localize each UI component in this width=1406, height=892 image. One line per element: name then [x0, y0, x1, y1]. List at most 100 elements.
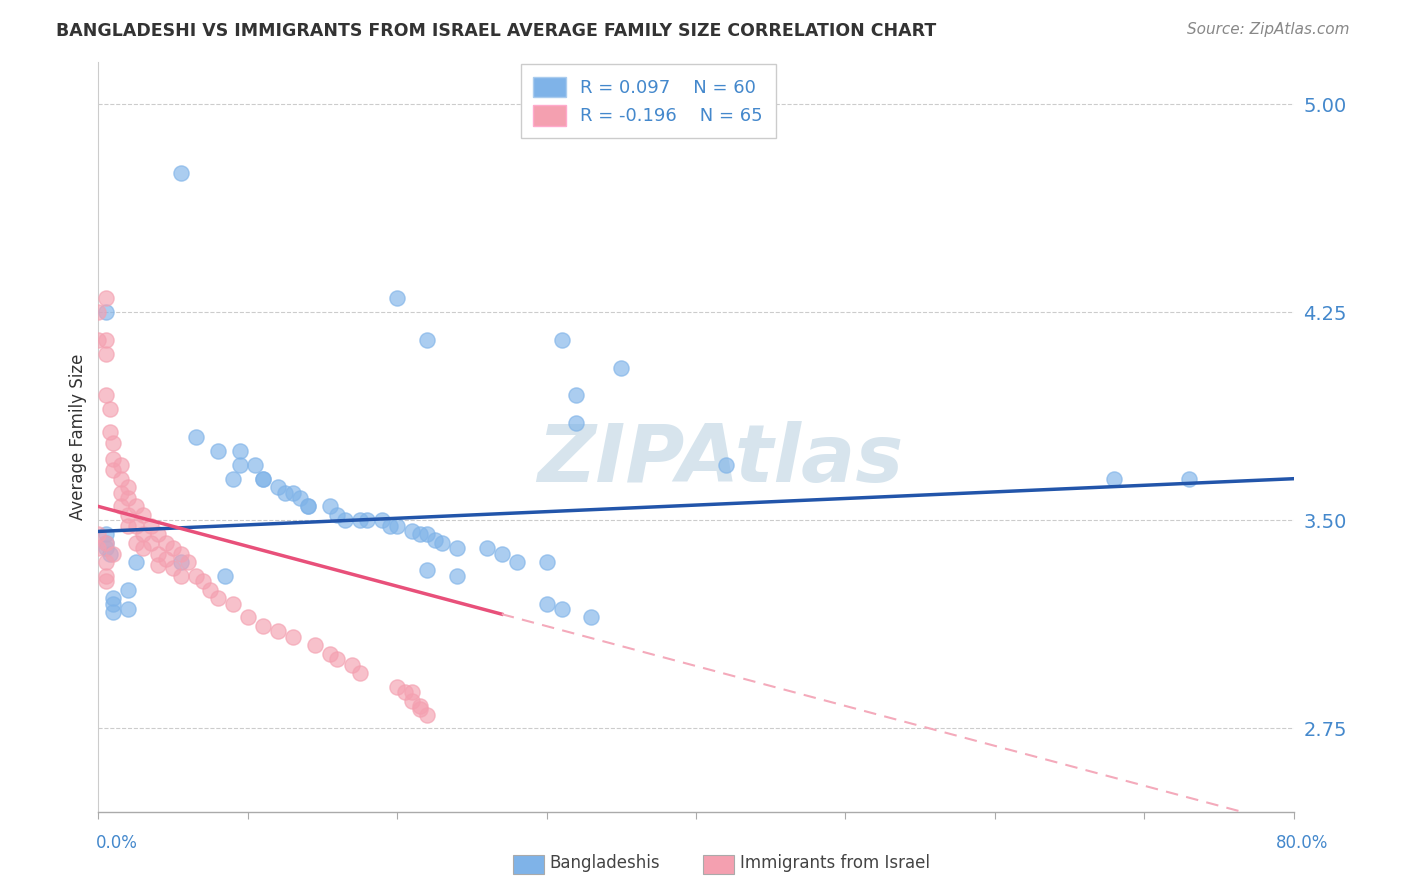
Point: [394, 685, 416, 699]
Point: [94, 291, 117, 305]
Point: [103, 435, 125, 450]
Point: [229, 444, 252, 458]
Point: [610, 360, 633, 375]
Point: [148, 558, 170, 572]
Point: [132, 527, 155, 541]
Point: [117, 491, 139, 505]
Point: [117, 480, 139, 494]
Point: [87, 305, 110, 319]
Point: [169, 547, 191, 561]
Point: [408, 699, 430, 714]
Point: [401, 685, 423, 699]
Point: [139, 519, 162, 533]
Point: [1178, 472, 1201, 486]
Point: [342, 657, 364, 672]
Point: [281, 630, 304, 644]
Point: [252, 472, 274, 486]
Point: [125, 519, 148, 533]
Point: [139, 535, 162, 549]
Text: BANGLADESHI VS IMMIGRANTS FROM ISRAEL AVERAGE FAMILY SIZE CORRELATION CHART: BANGLADESHI VS IMMIGRANTS FROM ISRAEL AV…: [56, 22, 936, 40]
Point: [385, 519, 409, 533]
Point: [446, 569, 468, 583]
Point: [110, 500, 132, 514]
Point: [550, 333, 572, 347]
Point: [98, 547, 122, 561]
Point: [333, 513, 356, 527]
Point: [169, 569, 191, 583]
Point: [94, 527, 117, 541]
Point: [319, 500, 342, 514]
Point: [103, 463, 125, 477]
Legend: R = 0.097    N = 60, R = -0.196    N = 65: R = 0.097 N = 60, R = -0.196 N = 65: [520, 64, 776, 138]
Point: [125, 500, 148, 514]
Point: [491, 547, 513, 561]
Point: [103, 591, 125, 605]
Point: [110, 485, 132, 500]
Point: [94, 569, 117, 583]
Point: [94, 388, 117, 402]
Point: [267, 624, 290, 639]
Point: [94, 535, 117, 549]
Point: [207, 444, 229, 458]
Point: [169, 166, 191, 180]
Point: [430, 535, 453, 549]
Point: [401, 694, 423, 708]
Point: [184, 569, 207, 583]
Point: [565, 388, 588, 402]
Point: [103, 452, 125, 467]
Point: [385, 291, 409, 305]
Point: [319, 647, 342, 661]
Point: [416, 333, 439, 347]
Point: [252, 619, 274, 633]
Point: [98, 402, 122, 417]
Point: [169, 555, 191, 569]
Point: [565, 416, 588, 430]
Point: [581, 610, 603, 624]
Point: [371, 513, 394, 527]
Point: [550, 602, 572, 616]
Point: [94, 347, 117, 361]
Point: [536, 597, 558, 611]
Point: [98, 425, 122, 439]
Point: [236, 610, 259, 624]
Y-axis label: Average Family Size: Average Family Size: [69, 354, 87, 520]
Point: [87, 333, 110, 347]
Point: [245, 458, 267, 472]
Point: [132, 508, 155, 522]
Point: [385, 680, 409, 694]
Point: [184, 430, 207, 444]
Point: [401, 524, 423, 539]
Point: [416, 527, 439, 541]
Point: [200, 582, 222, 597]
Point: [416, 707, 439, 722]
Point: [1104, 472, 1126, 486]
Point: [408, 702, 430, 716]
Point: [87, 527, 110, 541]
Point: [267, 480, 290, 494]
Point: [214, 569, 236, 583]
Point: [222, 472, 245, 486]
Point: [117, 519, 139, 533]
Point: [207, 591, 229, 605]
Point: [155, 552, 177, 566]
Point: [326, 652, 349, 666]
Point: [94, 535, 117, 549]
Point: [408, 527, 430, 541]
Point: [446, 541, 468, 555]
Point: [326, 508, 349, 522]
Point: [117, 602, 139, 616]
Point: [94, 541, 117, 555]
Point: [148, 547, 170, 561]
Point: [506, 555, 529, 569]
Point: [103, 547, 125, 561]
Text: Immigrants from Israel: Immigrants from Israel: [740, 855, 929, 872]
Point: [148, 527, 170, 541]
Point: [103, 597, 125, 611]
Point: [162, 541, 184, 555]
Point: [177, 555, 200, 569]
Point: [229, 458, 252, 472]
Point: [304, 638, 326, 652]
Point: [349, 665, 371, 680]
Point: [117, 508, 139, 522]
Text: 0.0%: 0.0%: [96, 834, 138, 852]
